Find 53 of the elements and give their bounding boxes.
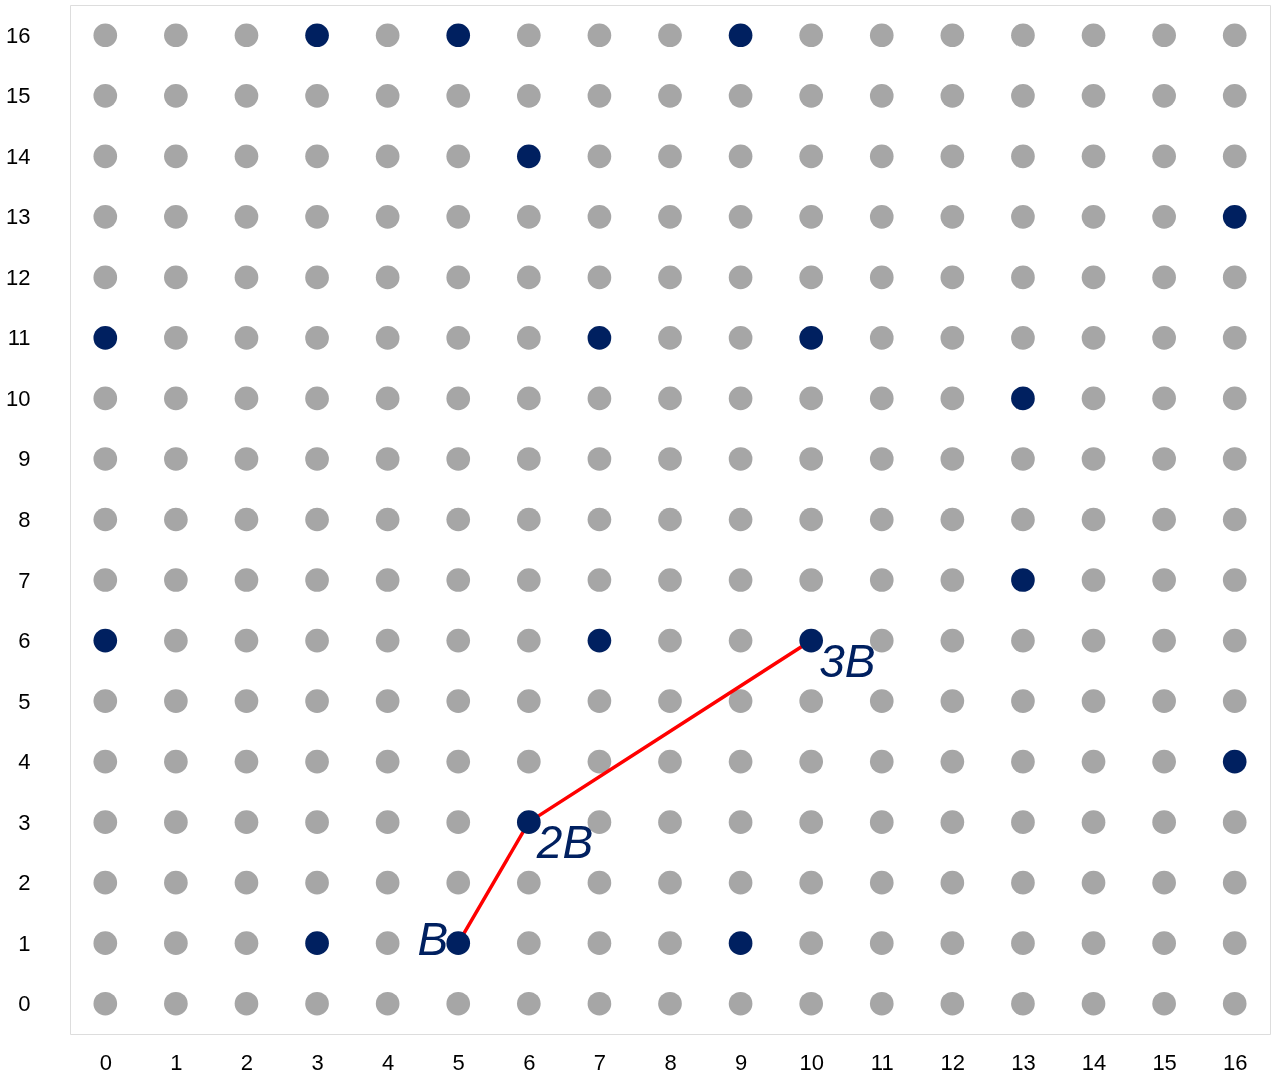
annotation: B [417,913,449,966]
y-tick-label: 5 [18,688,31,714]
y-tick-label: 13 [6,204,31,230]
y-tick-label: 0 [18,991,31,1017]
point [1011,568,1035,592]
x-tick-label: 2 [240,1049,254,1075]
x-tick-label: 6 [523,1049,536,1075]
y-tick-label: 15 [6,83,31,109]
point [446,931,471,956]
point [446,23,471,48]
y-tick-label: 6 [18,628,31,654]
point [1222,749,1247,774]
x-tick-label: 16 [1222,1049,1248,1075]
y-tick-label: 9 [18,446,31,472]
x-tick-label: 13 [1011,1049,1036,1075]
x-tick-label: 9 [734,1049,748,1075]
point [799,326,824,350]
y-tick-label: 8 [18,507,31,532]
x-tick-label: 1 [170,1049,183,1075]
x-tick-label: 14 [1081,1049,1107,1075]
x-tick-label: 8 [664,1049,677,1075]
point [728,931,753,956]
y-tick-label: 2 [18,870,31,896]
x-tick-label: 3 [311,1049,324,1075]
point [1011,386,1035,411]
point [1222,205,1247,229]
y-tick-label: 7 [18,567,31,593]
point [516,144,541,169]
y-tick-label: 11 [7,325,31,351]
point [305,931,329,956]
point [587,628,612,653]
y-tick-label: 10 [6,385,31,411]
annotation: 2B [535,816,594,869]
y-tick-label: 3 [18,809,31,835]
annotation: 3B [819,634,876,687]
x-tick-label: 10 [799,1049,824,1075]
point [93,326,118,350]
y-tick-label: 4 [18,749,31,775]
x-tick-label: 15 [1152,1049,1177,1075]
point [587,326,612,350]
point [305,23,329,48]
x-tick-label: 12 [940,1049,966,1075]
y-tick-label: 16 [6,22,31,48]
x-tick-label: 0 [99,1049,112,1075]
point [93,628,118,653]
point [728,23,753,48]
y-tick-label: 1 [18,930,31,956]
y-tick-label: 14 [6,143,31,169]
x-tick-label: 4 [382,1049,395,1075]
y-tick-label: 12 [6,264,31,290]
x-tick-label: 11 [870,1049,894,1075]
x-tick-label: 5 [452,1049,465,1075]
x-tick-label: 7 [593,1049,607,1075]
